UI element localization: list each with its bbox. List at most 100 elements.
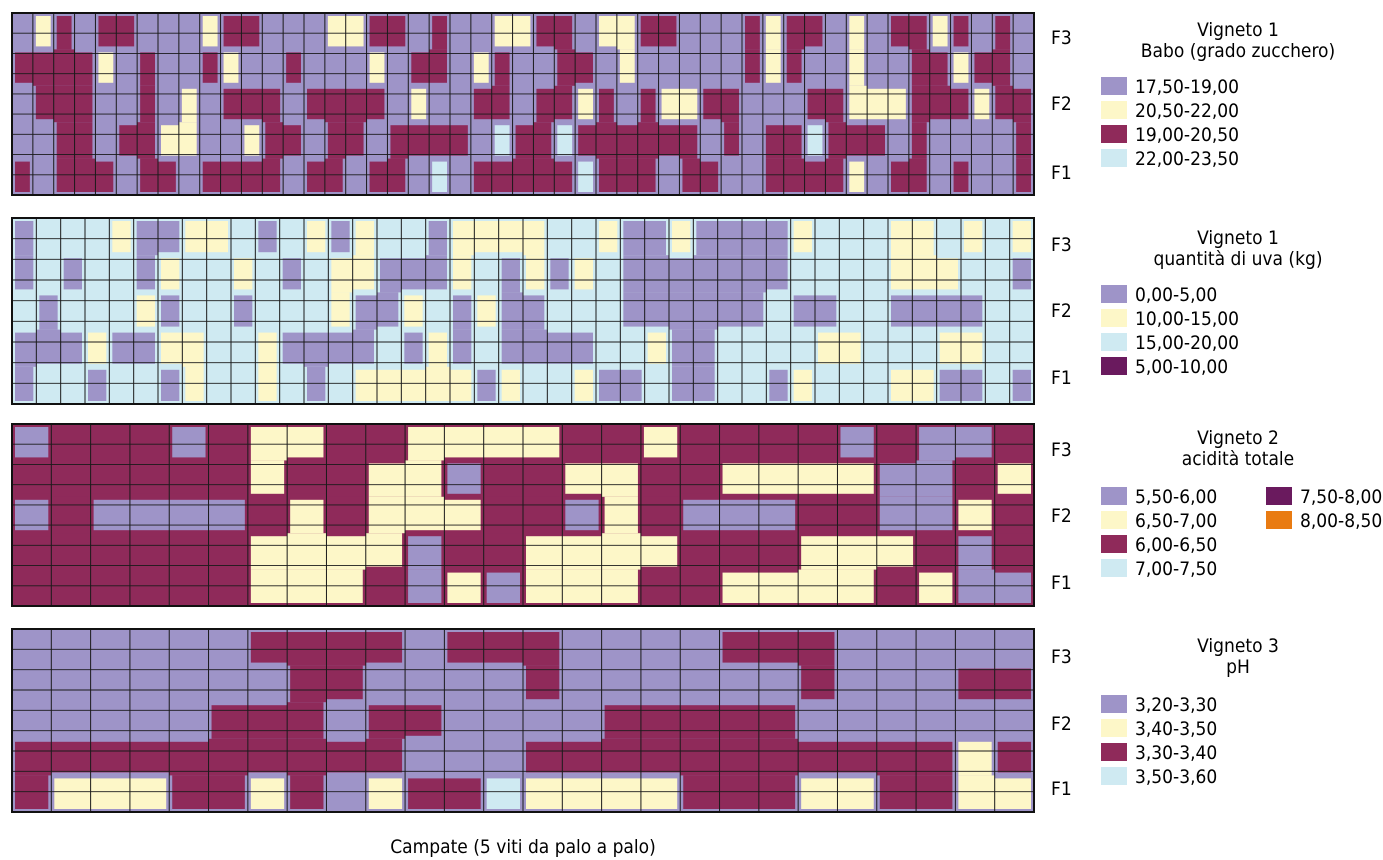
zone-cell (828, 122, 847, 159)
map-frame (11, 12, 1035, 196)
legend-label: 22,00-23,50 (1135, 148, 1239, 170)
zone-cell (745, 122, 760, 159)
row-label-f2: F2 (1051, 300, 1072, 322)
zone-cell (453, 49, 468, 86)
zone-cell (765, 49, 781, 83)
zone-cell (473, 161, 492, 192)
zone-cell (129, 536, 170, 570)
zone-cell (994, 572, 1031, 603)
zone-cell (90, 741, 130, 773)
zone-cell (961, 369, 983, 401)
zone-cell (988, 329, 1010, 367)
zone-cell (241, 88, 263, 120)
zone-cell (326, 536, 366, 570)
zone-cell (223, 16, 242, 47)
zone-cell (119, 52, 135, 86)
zone-cell (994, 632, 1031, 663)
zone-cell (112, 221, 131, 253)
zone-cell (327, 122, 346, 159)
zone-cell (169, 463, 209, 494)
zone-cell (866, 329, 888, 367)
zone-cell (745, 49, 760, 83)
zone-cell (919, 427, 956, 461)
zone-cell (721, 16, 739, 50)
zone-cell (265, 122, 284, 159)
zone-cell (846, 125, 868, 156)
zone-cell (178, 122, 197, 156)
zone-cell (411, 161, 427, 192)
zone-cell (365, 738, 403, 773)
zone-cell (992, 125, 1011, 159)
zone-cell (74, 52, 93, 86)
zone-cell (849, 161, 865, 192)
zone-cell (700, 49, 722, 83)
zone-cell (51, 665, 91, 703)
zone-cell (286, 161, 301, 192)
legend-title-line: acidità totale (1182, 448, 1294, 470)
zone-cell (601, 738, 641, 773)
zone-cell (818, 332, 840, 364)
zone-cell (680, 569, 717, 603)
zone-cell (769, 369, 788, 401)
zone-cell (562, 702, 599, 736)
map-zones (15, 16, 1031, 192)
zone-cell (15, 499, 49, 531)
zone-cell (879, 463, 917, 497)
zone-cell (137, 122, 155, 159)
zone-cell (90, 536, 130, 570)
zone-cell (693, 292, 718, 330)
zone-cell (202, 122, 221, 156)
zone-cell (429, 49, 447, 83)
legend-title-line: Vigneto 2 (1197, 427, 1279, 449)
zone-cell (936, 258, 958, 290)
zone-cell (401, 369, 426, 401)
zone-cell (828, 16, 844, 50)
zone-cell (536, 16, 555, 47)
legend-label: 6,00-6,50 (1135, 534, 1217, 556)
zone-cell (158, 161, 176, 192)
zone-cell (703, 88, 722, 120)
vine-grid (12, 218, 1034, 404)
zone-cell (328, 332, 353, 364)
zone-cell (140, 16, 158, 47)
zone-cell (262, 158, 281, 192)
zone-cell (405, 665, 445, 700)
zone-cell (679, 88, 698, 120)
legend-swatch (1266, 487, 1292, 505)
zone-cell (758, 632, 799, 663)
zone-cell (74, 85, 93, 123)
legend-swatch (1101, 149, 1127, 167)
zone-cell (682, 16, 701, 50)
zone-cell (345, 122, 364, 156)
zone-cell (331, 258, 353, 293)
zone-cell (234, 221, 253, 253)
zone-cell (971, 125, 993, 159)
zone-cell (672, 329, 694, 367)
zone-cell (250, 632, 288, 663)
zone-cell (911, 49, 930, 86)
zone-cell (599, 369, 621, 401)
row-label-f1: F1 (1051, 778, 1072, 800)
zone-cell (526, 665, 560, 700)
zone-cell (722, 463, 759, 494)
zone-cell (601, 665, 641, 700)
zone-cell (494, 125, 510, 156)
zone-cell (501, 258, 520, 293)
zone-cell (879, 775, 917, 809)
zone-cell (380, 332, 399, 364)
zone-cell (550, 258, 569, 290)
zone-cell (523, 632, 560, 666)
x-axis-label: Campate (5 viti da palo a palo) (390, 836, 656, 858)
zone-cell (136, 295, 155, 327)
zone-cell (428, 295, 447, 327)
zone-cell (604, 705, 641, 739)
zone-cell (453, 255, 472, 290)
zone-cell (994, 705, 1031, 736)
zone-cell (477, 369, 496, 401)
zone-cell (202, 52, 218, 83)
row-label-f1: F1 (1051, 367, 1072, 389)
zone-cell (939, 332, 961, 364)
zone-cell (331, 221, 350, 253)
zone-cell (208, 499, 245, 531)
zone-cell (616, 125, 638, 159)
